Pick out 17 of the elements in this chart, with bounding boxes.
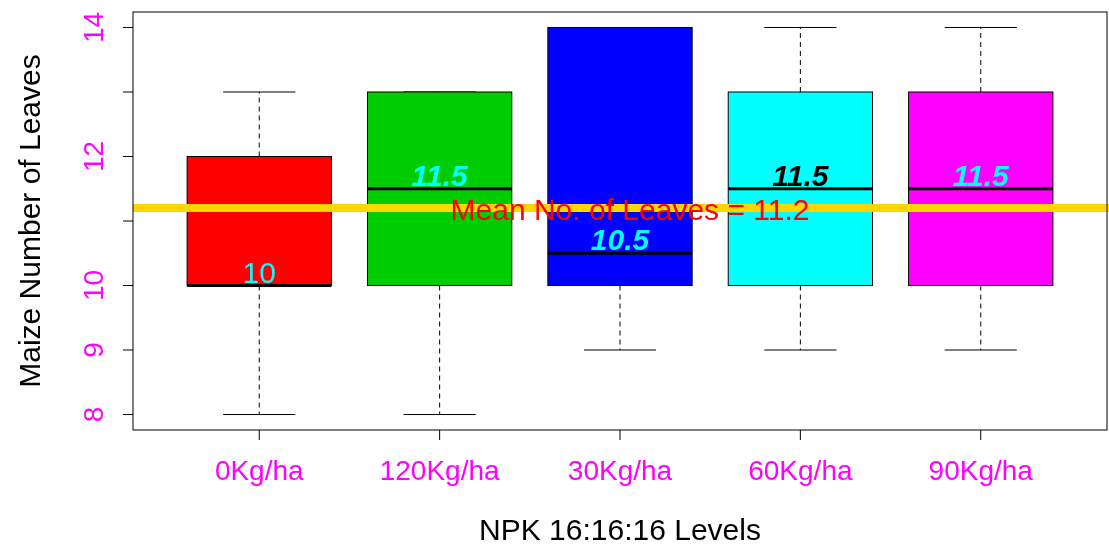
y-tick-label: 8 <box>78 406 109 423</box>
x-tick-label: 90Kg/ha <box>928 455 1034 486</box>
y-axis-title: Maize Number of Leaves <box>13 54 46 388</box>
x-tick-label: 60Kg/ha <box>748 455 853 486</box>
annotation: 10.5 <box>590 223 651 257</box>
x-tick-label: 30Kg/ha <box>567 455 673 486</box>
annotation: 10 <box>242 255 276 289</box>
annotation: 11.5 <box>952 158 1011 192</box>
y-tick-label: 9 <box>78 342 109 358</box>
x-tick-label: 0Kg/ha <box>214 455 305 486</box>
y-tick-label: 12 <box>78 140 109 173</box>
y-tick-label: 14 <box>78 11 109 44</box>
x-axis-title: NPK 16:16:16 Levels <box>479 513 761 546</box>
y-tick-label: 10 <box>78 269 109 302</box>
annotation: 11.5 <box>772 158 830 192</box>
annotation: 11.5 <box>411 158 470 192</box>
x-tick-label: 120Kg/ha <box>379 455 500 486</box>
